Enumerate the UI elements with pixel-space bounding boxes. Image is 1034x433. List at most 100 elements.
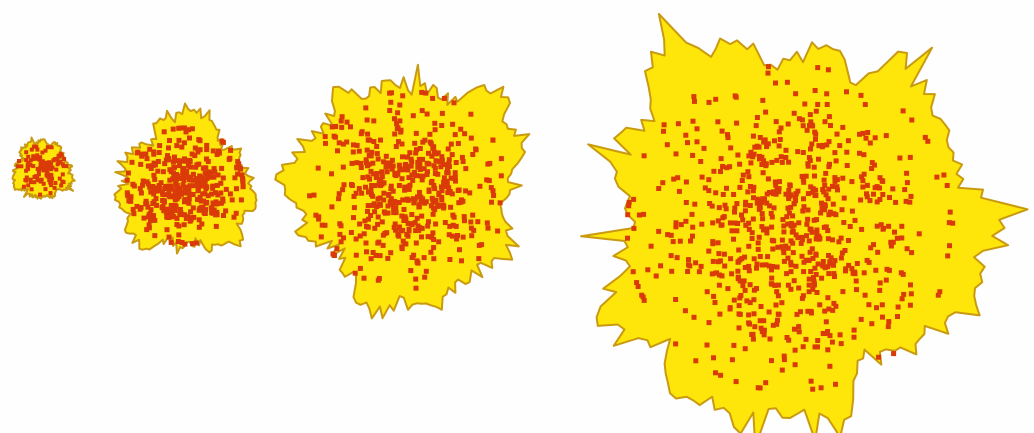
particle	[631, 197, 636, 202]
particle	[662, 122, 667, 127]
particle	[884, 278, 889, 283]
particle	[359, 131, 364, 136]
particle	[433, 127, 438, 132]
particle	[453, 132, 458, 137]
particle	[846, 238, 851, 243]
particle	[221, 213, 226, 218]
particle	[817, 302, 822, 307]
particle	[917, 231, 922, 236]
particle	[194, 162, 199, 167]
particle	[737, 295, 742, 300]
particle	[419, 214, 424, 219]
particle	[717, 283, 722, 288]
particle	[706, 249, 711, 254]
particle	[29, 158, 33, 162]
particle	[204, 147, 209, 152]
particle	[748, 184, 753, 189]
particle	[941, 173, 946, 178]
particle	[376, 196, 381, 201]
particle	[417, 190, 422, 195]
particle	[132, 184, 137, 189]
particle	[358, 266, 363, 271]
particle	[49, 183, 53, 187]
particle	[800, 237, 805, 242]
particle	[828, 123, 833, 128]
particle	[948, 210, 953, 215]
particle	[685, 140, 690, 145]
particle	[765, 254, 770, 259]
particle	[801, 123, 806, 128]
particle	[323, 134, 328, 139]
particle	[824, 319, 829, 324]
particle	[239, 197, 244, 202]
particle	[748, 150, 753, 155]
particle	[341, 165, 346, 170]
particle	[171, 177, 176, 182]
particle	[365, 209, 370, 214]
particle	[382, 209, 387, 214]
particle	[414, 241, 419, 246]
particle	[862, 172, 867, 177]
particle	[786, 283, 791, 288]
particle	[426, 151, 431, 156]
particle	[805, 217, 810, 222]
particle	[428, 140, 433, 145]
particle	[485, 220, 490, 225]
particle	[746, 312, 751, 317]
particle	[702, 146, 707, 151]
particle	[234, 186, 239, 191]
particle	[736, 248, 741, 253]
particle	[182, 125, 187, 130]
particle	[673, 297, 678, 302]
particle	[187, 136, 192, 141]
particle	[683, 219, 688, 224]
particle	[907, 200, 912, 205]
particle	[865, 183, 870, 188]
particle	[816, 262, 821, 267]
particle	[707, 100, 712, 105]
particle	[431, 237, 436, 242]
particle	[381, 243, 386, 248]
particle	[762, 332, 767, 337]
particle	[743, 288, 748, 293]
particle	[180, 168, 185, 173]
particle	[859, 93, 864, 98]
particle	[827, 364, 832, 369]
particle	[873, 135, 878, 140]
particle	[840, 289, 845, 294]
particle	[425, 224, 430, 229]
particle	[204, 184, 209, 189]
particle	[420, 196, 425, 201]
particle	[211, 148, 216, 153]
particle	[810, 387, 815, 392]
particle	[457, 247, 462, 252]
particle	[221, 199, 226, 204]
particle	[834, 158, 839, 163]
particle	[678, 239, 683, 244]
particle	[402, 185, 407, 190]
particle	[780, 368, 785, 373]
particle	[835, 132, 840, 137]
particle	[840, 176, 845, 181]
particle	[232, 215, 237, 220]
particle	[854, 279, 859, 284]
particle	[757, 145, 762, 150]
particle	[38, 155, 42, 159]
particle	[719, 223, 724, 228]
particle	[776, 293, 781, 298]
particle	[837, 143, 842, 148]
particle	[736, 275, 741, 280]
particle	[491, 188, 496, 193]
particle	[173, 203, 178, 208]
particle	[476, 256, 481, 261]
particle	[816, 157, 821, 162]
particle	[214, 224, 219, 229]
particle	[376, 215, 381, 220]
particle	[827, 114, 832, 119]
particle	[24, 150, 28, 154]
particle	[819, 385, 824, 390]
particle	[176, 232, 181, 237]
particle	[692, 202, 697, 207]
particle	[880, 302, 885, 307]
particle	[687, 263, 692, 268]
